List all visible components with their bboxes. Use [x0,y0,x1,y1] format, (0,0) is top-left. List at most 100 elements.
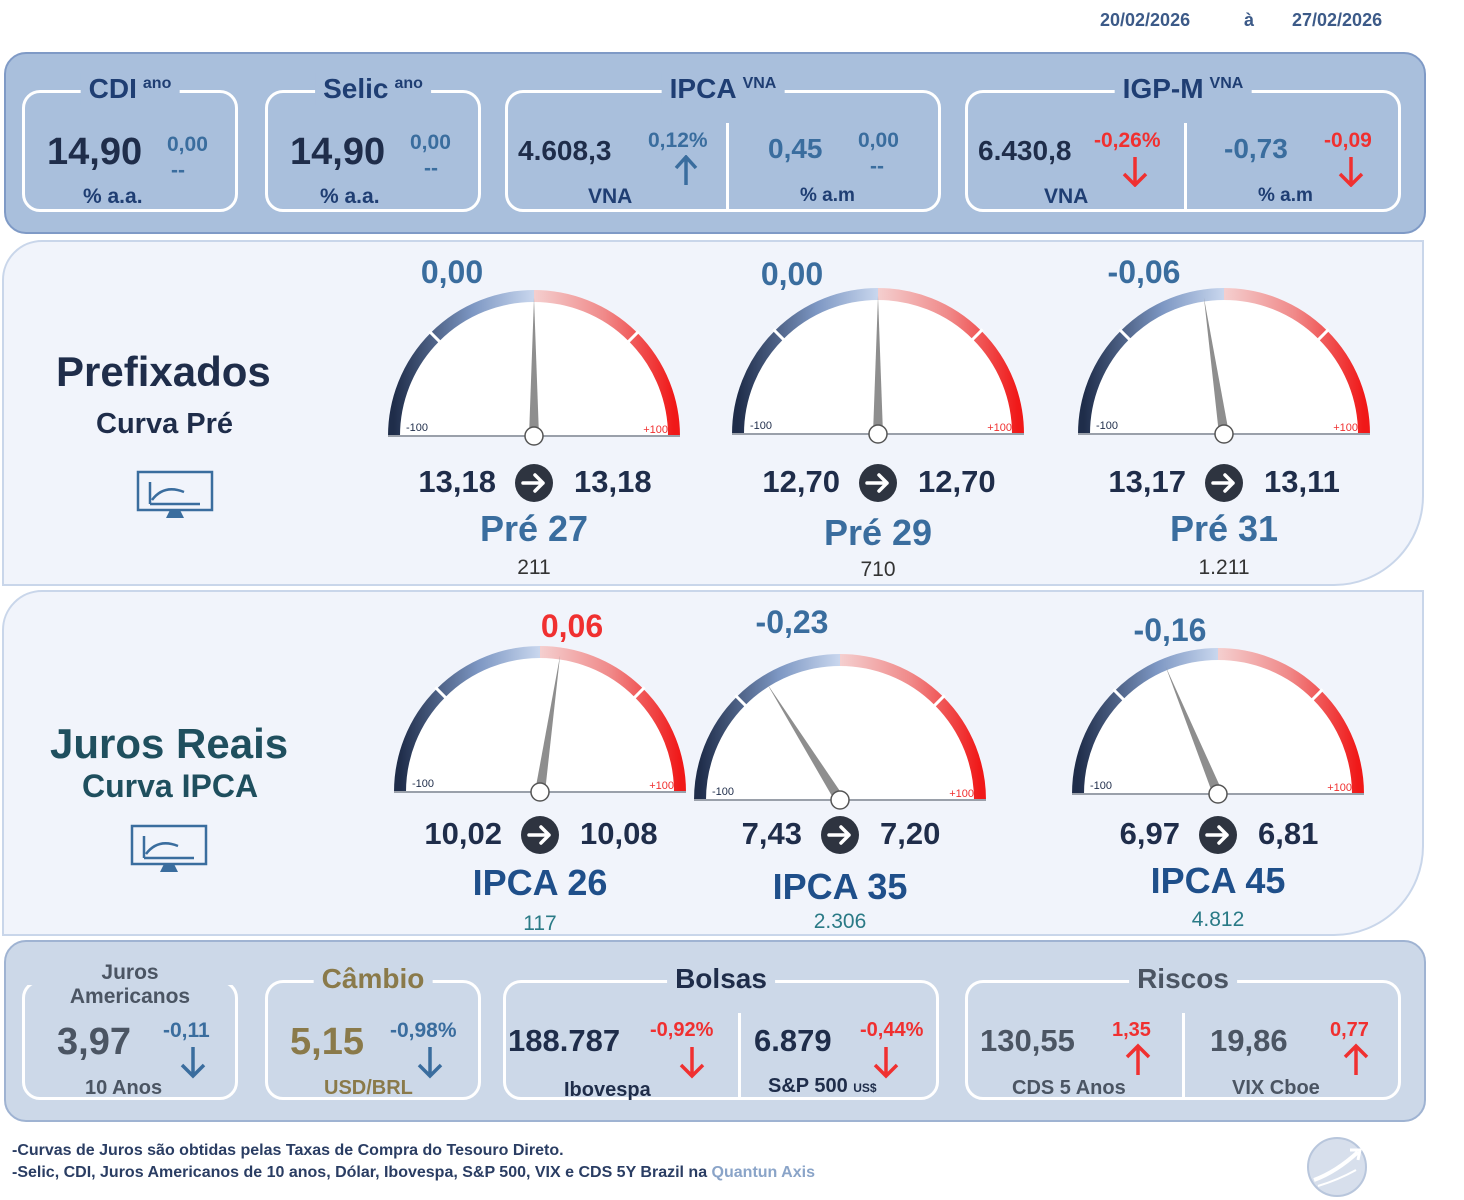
arrow-right-icon [1205,464,1243,502]
gauge-max-label: +100 [987,422,1012,434]
us-rates-card: Juros Americanos 3,97 -0,11 10 Anos [22,961,238,1100]
gauge-rate-to: 10,08 [580,816,658,851]
gauge-bond-name: Pré 27 [479,508,589,549]
us-rates-label: 10 Anos [85,1077,163,1099]
gauge-ipca-45: -100 +100 [1072,648,1364,804]
selic-value: 14,90 [290,131,386,173]
curve-monitor-icon [130,824,208,872]
fx-value: 5,15 [290,1021,364,1063]
vix-change: 0,77 [1330,1019,1369,1041]
ipca-am-value: 0,45 [768,133,823,164]
gauge-change: 0,00 [420,254,484,290]
ipca-am-trend: -- [870,155,884,178]
gauge-min-label: -100 [712,786,734,798]
gauge-needle [535,655,561,793]
gauge-arc [732,288,1024,435]
gauge-pr-31: -100 +100 [1078,288,1370,444]
stocks-card: Bolsas 188.787 -0,92% Ibovespa 6.879 -0,… [503,963,939,1101]
arrow-right-icon [515,464,553,502]
ipca-vna-change: 0,12% [648,129,708,152]
gauge-bond-name: IPCA 45 [1150,860,1286,901]
arrow-down-icon [679,1047,705,1079]
stocks-title: Bolsas [667,963,775,995]
cds-change: 1,35 [1112,1019,1151,1041]
arrow-down-icon [180,1047,206,1079]
gauge-rate-to: 7,20 [880,816,941,851]
gauge-rate-from: 13,17 [1108,464,1186,499]
gauge-needle [766,683,845,803]
igpm-card: IGP-M VNA 6.430,8 -0,26% VNA -0,73 -0,09 … [965,73,1401,212]
arrow-up-icon [674,155,698,185]
arrow-down-icon [417,1047,443,1079]
gauge-bond-name: Pré 29 [823,512,933,553]
gauge-max-label: +100 [649,780,674,792]
igpm-title: IGP-M VNA [1114,73,1252,105]
brand-logo-icon [1307,1137,1367,1197]
footer-note-1: -Curvas de Juros são obtidas pelas Taxas… [12,1142,564,1159]
gauge-needle [1203,297,1229,435]
gauge-needle [529,298,539,436]
arrow-right-icon [1199,816,1237,854]
selic-trend: -- [424,157,438,180]
gauge-min-label: -100 [1090,780,1112,792]
cds-label: CDS 5 Anos [1012,1077,1126,1099]
us-rates-change: -0,11 [163,1019,210,1042]
gauge-needle [873,296,883,434]
cdi-title: CDI ano [80,73,180,105]
gauge-volume: 211 [517,556,551,579]
us-rates-title-1: Juros [25,961,235,985]
gauge-change: -0,23 [755,604,829,640]
date-to: 27/02/2026 [1292,10,1383,30]
us-rates-title-2: Americanos [69,985,191,1008]
fx-label: USD/BRL [324,1077,413,1099]
gauge-rate-to: 12,70 [918,464,996,499]
gauge-rate-to: 13,11 [1264,464,1340,499]
sp500-change: -0,44% [860,1019,924,1041]
vix-value: 19,86 [1210,1023,1288,1058]
ipca-vna-value: 4.608,3 [518,135,612,166]
ibovespa-change: -0,92% [650,1019,714,1041]
risk-title: Riscos [1129,963,1237,995]
selic-card: Selic ano 14,90 0,00 -- % a.a. [265,73,481,212]
juros-reais-subtitle: Curva IPCA [82,768,259,804]
arrow-right-icon [521,816,559,854]
gauge-max-label: +100 [949,788,974,800]
juros-reais-title: Juros Reais [50,720,289,767]
gauge-volume: 1.211 [1198,556,1250,579]
gauge-change: -0,06 [1107,254,1181,290]
gauge-bond-name: IPCA 26 [472,862,608,903]
fx-change: -0,98% [390,1019,457,1042]
selic-unit: % a.a. [320,185,380,208]
igpm-am-value: -0,73 [1224,133,1288,164]
cdi-card: CDI ano 14,90 0,00 -- % a.a. [22,73,238,212]
ipca-vna-label: VNA [588,185,633,208]
gauge-max-label: +100 [1333,422,1358,434]
gauge-volume: 2.306 [813,910,867,933]
gauge-min-label: -100 [412,778,434,790]
gauge-max-label: +100 [1327,782,1352,794]
us-rates-value: 3,97 [57,1021,131,1063]
cdi-unit: % a.a. [83,185,143,208]
gauge-rate-to: 6,81 [1258,816,1319,851]
fx-card: Câmbio 5,15 -0,98% USD/BRL [265,963,481,1100]
gauge-arc [1078,288,1370,435]
gauge-ipca-35: -100 +100 [694,654,986,810]
gauge-change: 0,06 [540,608,604,644]
gauge-needle [1165,666,1223,796]
igpm-am-label: % a.m [1258,185,1313,206]
igpm-vna-label: VNA [1044,185,1089,208]
gauge-volume: 710 [860,558,896,581]
gauge-max-label: +100 [643,424,668,436]
arrow-right-icon [859,464,897,502]
ipca-card: IPCA VNA 4.608,3 0,12% VNA 0,45 0,00 -- %… [505,73,941,212]
gauge-min-label: -100 [406,422,428,434]
cds-value: 130,55 [980,1023,1075,1058]
gauge-min-label: -100 [750,420,772,432]
fx-title: Câmbio [313,963,433,995]
sp500-label: S&P 500 US$ [768,1075,877,1097]
prefixados-subtitle: Curva Pré [96,408,234,440]
gauge-pr-27: -100 +100 [388,290,680,446]
gauge-arc [388,290,680,437]
ibovespa-value: 188.787 [508,1023,621,1058]
gauge-rate-from: 7,43 [741,816,802,851]
